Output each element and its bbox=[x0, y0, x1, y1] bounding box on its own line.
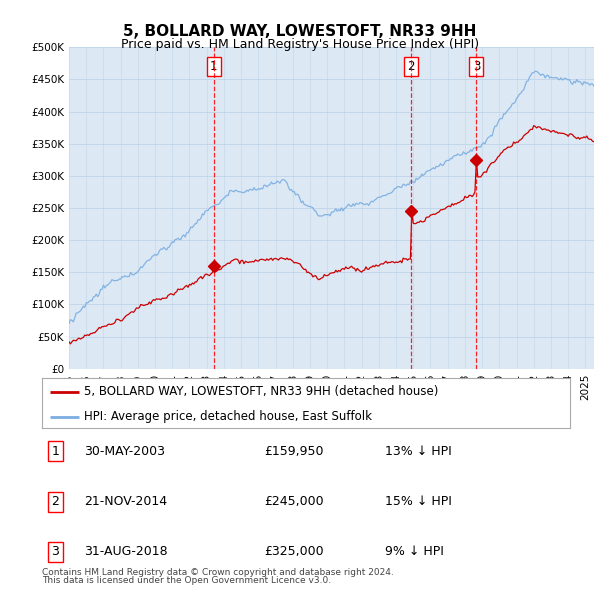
Text: 5, BOLLARD WAY, LOWESTOFT, NR33 9HH: 5, BOLLARD WAY, LOWESTOFT, NR33 9HH bbox=[124, 24, 476, 38]
Text: Price paid vs. HM Land Registry's House Price Index (HPI): Price paid vs. HM Land Registry's House … bbox=[121, 38, 479, 51]
Text: 1: 1 bbox=[51, 445, 59, 458]
Text: HPI: Average price, detached house, East Suffolk: HPI: Average price, detached house, East… bbox=[84, 410, 372, 423]
Text: Contains HM Land Registry data © Crown copyright and database right 2024.: Contains HM Land Registry data © Crown c… bbox=[42, 568, 394, 577]
Text: 1: 1 bbox=[210, 60, 218, 73]
Text: 30-MAY-2003: 30-MAY-2003 bbox=[84, 445, 165, 458]
Text: 15% ↓ HPI: 15% ↓ HPI bbox=[385, 495, 452, 508]
Text: 3: 3 bbox=[473, 60, 480, 73]
Text: 2: 2 bbox=[51, 495, 59, 508]
Text: 5, BOLLARD WAY, LOWESTOFT, NR33 9HH (detached house): 5, BOLLARD WAY, LOWESTOFT, NR33 9HH (det… bbox=[84, 385, 439, 398]
Text: 9% ↓ HPI: 9% ↓ HPI bbox=[385, 545, 444, 558]
Text: £159,950: £159,950 bbox=[264, 445, 323, 458]
Text: 2: 2 bbox=[407, 60, 415, 73]
Text: This data is licensed under the Open Government Licence v3.0.: This data is licensed under the Open Gov… bbox=[42, 576, 331, 585]
Text: 13% ↓ HPI: 13% ↓ HPI bbox=[385, 445, 452, 458]
Text: 21-NOV-2014: 21-NOV-2014 bbox=[84, 495, 167, 508]
Text: £325,000: £325,000 bbox=[264, 545, 323, 558]
Text: £245,000: £245,000 bbox=[264, 495, 323, 508]
Text: 31-AUG-2018: 31-AUG-2018 bbox=[84, 545, 168, 558]
Text: 3: 3 bbox=[51, 545, 59, 558]
